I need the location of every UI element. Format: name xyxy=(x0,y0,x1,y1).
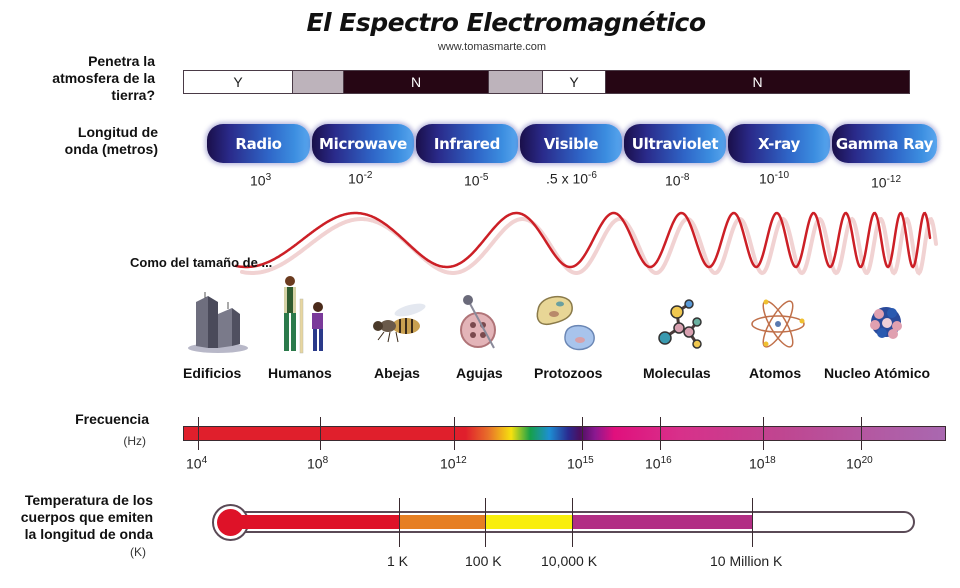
temperature-tick xyxy=(752,498,753,547)
atmosphere-segment-yes: Y xyxy=(543,71,606,93)
band-microwave: Microwave xyxy=(312,124,414,163)
protozoa-icon xyxy=(536,296,595,351)
thermometer-fill-red xyxy=(240,515,400,529)
band-infrared: Infrared xyxy=(416,124,518,163)
frequency-tick-label: 104 xyxy=(186,455,208,472)
band-pills: Radio Microwave Infrared Visible Ultravi… xyxy=(207,124,937,163)
band-ultraviolet: Ultraviolet xyxy=(624,124,726,163)
frequency-tick xyxy=(320,417,321,450)
size-label-nucleo: Nucleo Atómico xyxy=(824,365,931,381)
frequency-tick-label: 1018 xyxy=(749,455,776,472)
size-label-abejas: Abejas xyxy=(374,365,420,381)
temperature-tick-label: 1 K xyxy=(387,553,409,569)
thermometer-bulb-fill xyxy=(217,509,244,536)
frequency-tick xyxy=(454,417,455,450)
atmosphere-bar: Y N Y N xyxy=(183,70,910,94)
band-gamma-ray: Gamma Ray xyxy=(832,124,937,163)
temperature-tick-label: 100 K xyxy=(465,553,502,569)
thermometer-fill-yellow xyxy=(486,515,573,529)
frequency-tick xyxy=(763,417,764,450)
frequency-bar xyxy=(183,426,946,441)
frequency-tick-label: 1020 xyxy=(846,455,873,472)
thermometer-fill-orange xyxy=(400,515,486,529)
atmosphere-segment-partial xyxy=(488,71,543,93)
nucleus-icon xyxy=(870,307,902,339)
atmosphere-label-line: tierra? xyxy=(111,87,155,103)
page-title: El Espectro Electromagnético xyxy=(306,8,706,37)
frequency-tick xyxy=(660,417,661,450)
pin-button-icon xyxy=(460,295,496,349)
frequency-tick xyxy=(198,417,199,450)
wavelength-label: Longitud de onda (metros) xyxy=(10,124,158,158)
atmosphere-segment-partial xyxy=(293,71,344,93)
frequency-tick-label: 108 xyxy=(307,455,329,472)
atmosphere-label: Penetra la atmosfera de la tierra? xyxy=(10,53,155,104)
temperature-tick xyxy=(485,498,486,547)
wavelength-value-gamma: 10-12 xyxy=(871,174,902,191)
source-url: www.tomasmarte.com xyxy=(437,41,547,53)
temperature-tick-label: 10 Million K xyxy=(710,553,783,569)
atmosphere-label-line: Penetra la xyxy=(88,53,155,69)
temperature-label-line: la longitud de onda xyxy=(24,526,153,542)
frequency-tick-label: 1012 xyxy=(440,455,467,472)
size-label-agujas: Agujas xyxy=(456,365,503,381)
size-label-protozoos: Protozoos xyxy=(534,365,603,381)
wavelength-value-visible: .5 x 10-6 xyxy=(546,170,597,187)
wavelength-value-microwave: 10-2 xyxy=(348,170,373,187)
sizes-label: Como del tamaño de ... xyxy=(130,255,273,270)
molecule-icon xyxy=(658,299,702,349)
frequency-tick xyxy=(582,417,583,450)
bee-icon xyxy=(373,303,426,343)
size-label-moleculas: Moleculas xyxy=(643,365,711,381)
temperature-tick xyxy=(399,498,400,547)
temperature-label-line: cuerpos que emiten xyxy=(20,509,153,525)
band-xray: X-ray xyxy=(728,124,830,163)
atmosphere-segment-no: N xyxy=(344,71,488,93)
size-label-edificios: Edificios xyxy=(183,365,242,381)
size-label-humanos: Humanos xyxy=(268,365,332,381)
wave-graphic xyxy=(234,211,938,276)
atmosphere-segment-yes: Y xyxy=(184,71,293,93)
band-radio: Radio xyxy=(207,124,310,163)
humans-icon xyxy=(284,276,323,354)
wavelength-value-radio: 103 xyxy=(250,172,272,189)
thermometer-fill-magenta xyxy=(573,515,752,529)
frequency-tick xyxy=(861,417,862,450)
wavelength-label-line: Longitud de xyxy=(77,124,158,140)
buildings-icon xyxy=(188,292,248,353)
size-label-atomos: Atomos xyxy=(749,365,802,381)
frequency-unit: (Hz) xyxy=(123,434,146,448)
atmosphere-segment-no: N xyxy=(606,71,909,93)
frequency-tick-label: 1015 xyxy=(567,455,594,472)
temperature-tick-label: 10,000 K xyxy=(541,553,598,569)
wavelength-label-line: onda (metros) xyxy=(64,141,158,157)
temperature-label: Temperatura de los cuerpos que emiten la… xyxy=(6,492,153,543)
atmosphere-label-line: atmosfera de la xyxy=(52,70,155,86)
wavelength-value-infrared: 10-5 xyxy=(464,172,489,189)
temperature-label-line: Temperatura de los xyxy=(24,492,153,508)
temperature-tick xyxy=(572,498,573,547)
frequency-label: Frecuencia xyxy=(75,411,149,427)
wavelength-value-xray: 10-10 xyxy=(759,170,790,187)
atom-icon xyxy=(751,299,805,348)
temperature-unit: (K) xyxy=(130,545,146,559)
frequency-tick-label: 1016 xyxy=(645,455,672,472)
wavelength-value-ultraviolet: 10-8 xyxy=(665,172,690,189)
band-visible: Visible xyxy=(520,124,622,163)
